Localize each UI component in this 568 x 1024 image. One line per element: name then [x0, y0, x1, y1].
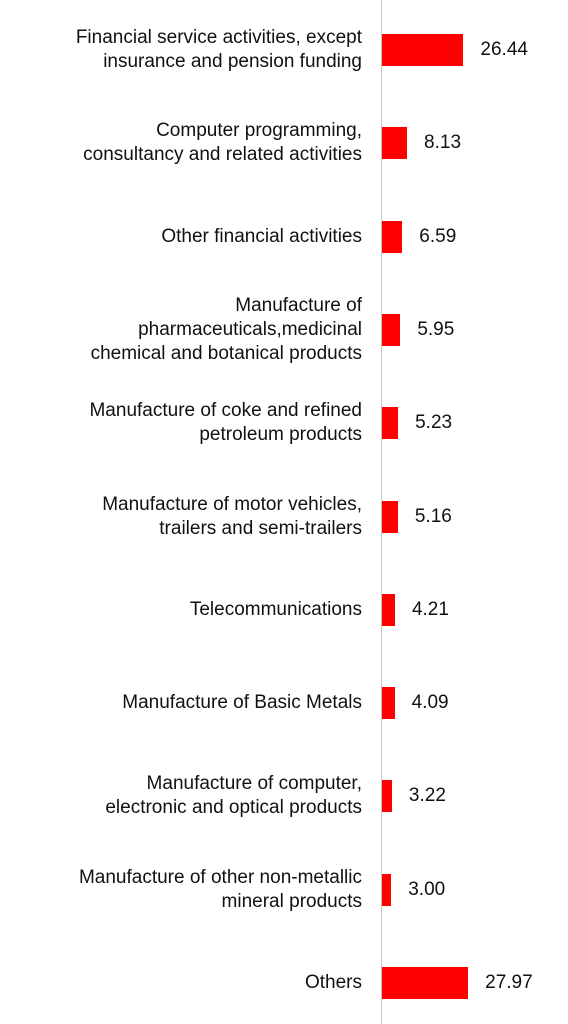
- value-label: 27.97: [485, 972, 533, 993]
- value-label: 6.59: [419, 225, 457, 247]
- category-label: Telecommunications: [189, 598, 362, 620]
- category-label: Computer programming, consultancy and re…: [83, 120, 362, 166]
- category-label: Manufacture of motor vehicles, trailers …: [102, 493, 362, 539]
- category-label: Manufacture of other non-metallic minera…: [78, 866, 362, 912]
- category-label: Others: [304, 972, 362, 993]
- value-label: 5.16: [414, 505, 452, 527]
- value-label: 5.23: [415, 412, 453, 434]
- axis-line: [381, 0, 382, 1024]
- value-label: 4.09: [411, 692, 449, 714]
- bar: [382, 407, 399, 440]
- value-label: 26.44: [480, 39, 528, 60]
- category-label: Financial service activities, except ins…: [75, 27, 362, 72]
- category-label: Manufacture of coke and refined petroleu…: [89, 400, 362, 446]
- category-label: Manufacture of computer, electronic and …: [105, 773, 362, 819]
- category-label: Manufacture of pharmaceuticals,medicinal…: [90, 294, 362, 364]
- bar: [382, 313, 401, 346]
- bar: [382, 967, 469, 999]
- value-label: 3.00: [408, 878, 446, 900]
- category-label: Other financial activities: [161, 225, 362, 247]
- bar: [382, 687, 395, 720]
- bar: [382, 500, 398, 533]
- bar: [382, 127, 408, 160]
- category-label: Manufacture of Basic Metals: [122, 692, 362, 714]
- value-label: 3.22: [408, 785, 446, 807]
- bar: [382, 780, 392, 813]
- value-label: 5.95: [417, 318, 455, 340]
- bar: [382, 220, 403, 253]
- bar: [382, 873, 392, 906]
- value-label: 8.13: [424, 132, 462, 154]
- bar: [382, 593, 395, 626]
- bar: [382, 34, 464, 66]
- value-label: 4.21: [411, 598, 449, 620]
